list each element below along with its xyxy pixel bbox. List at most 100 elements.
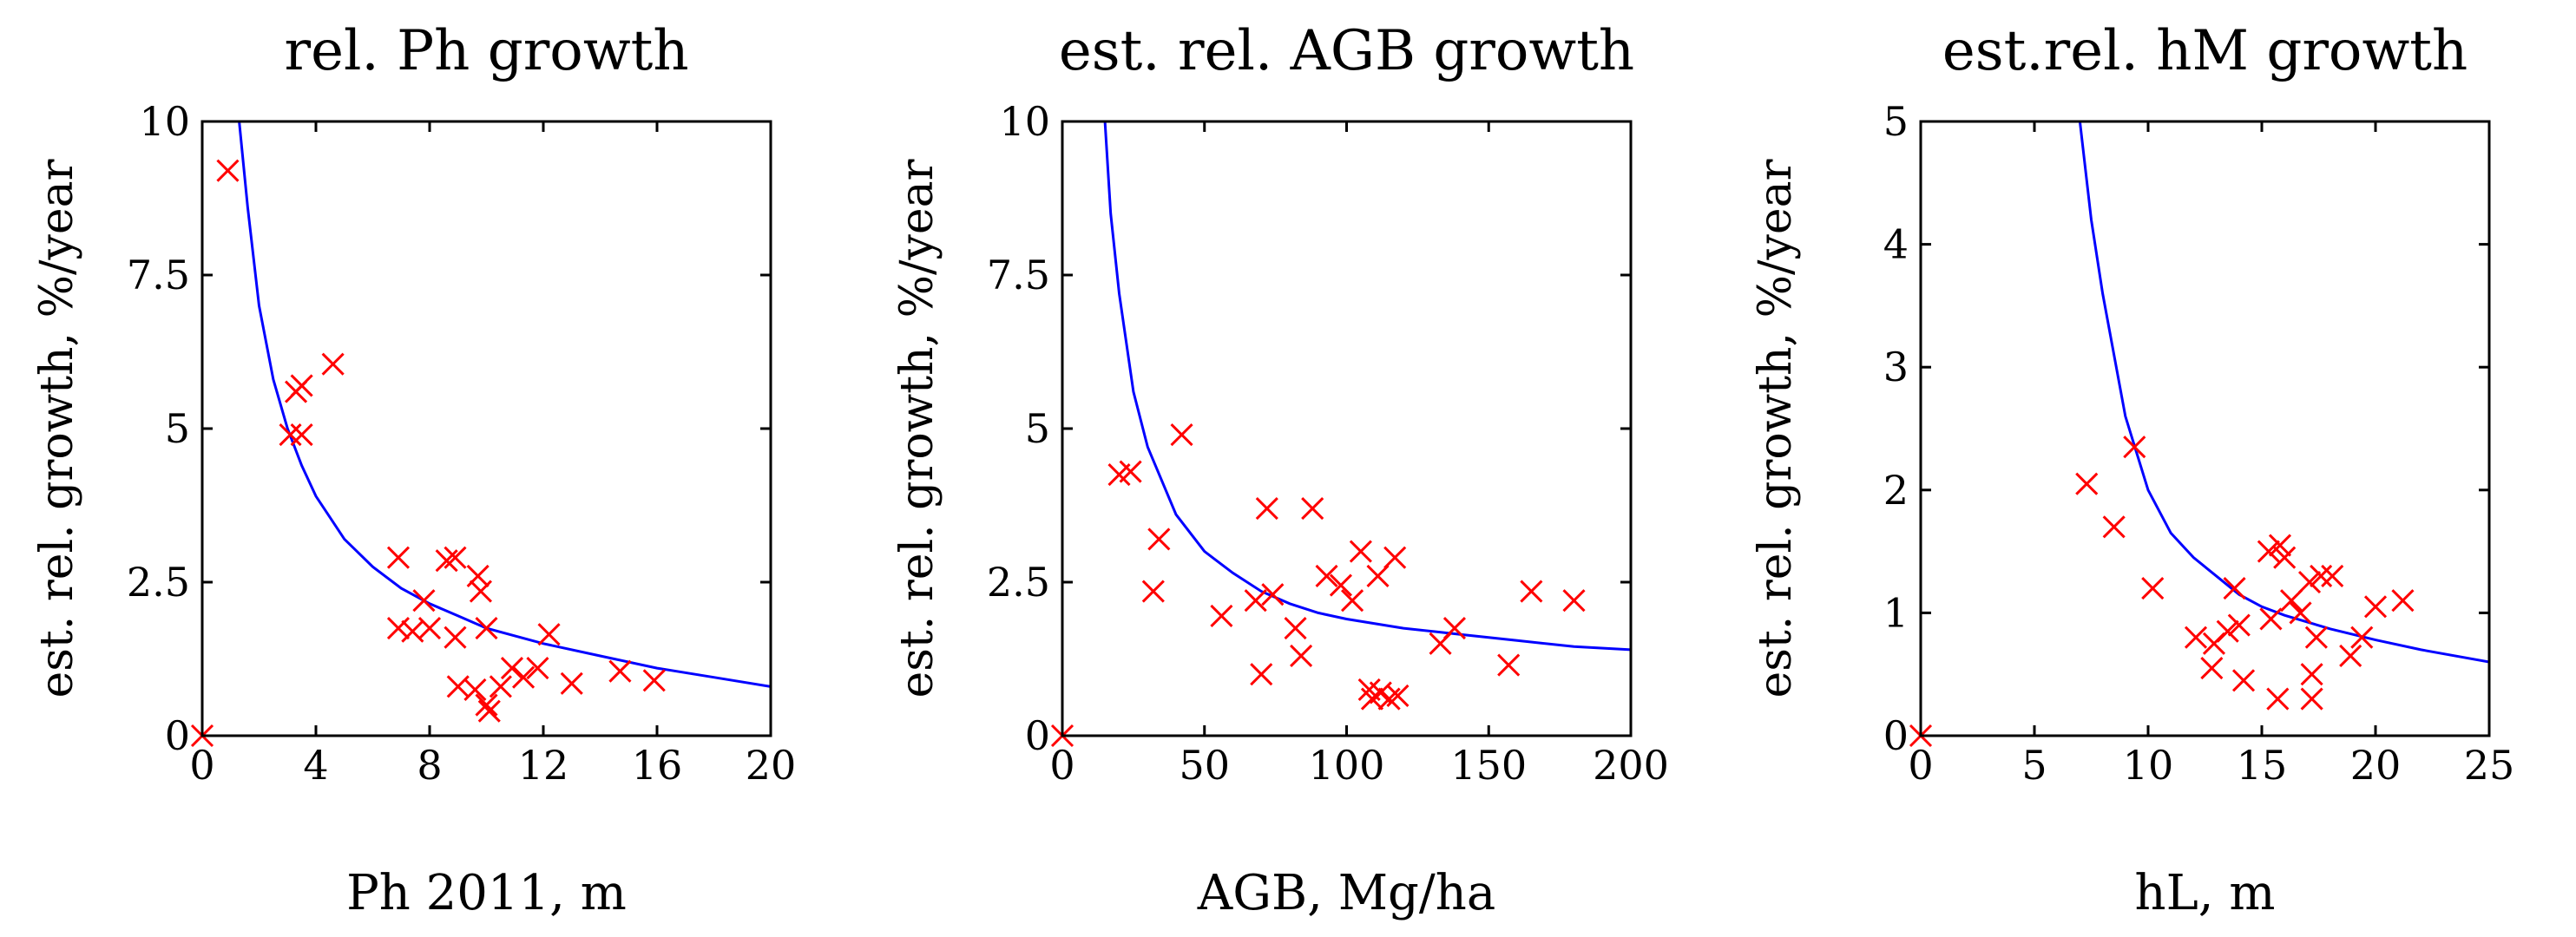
data-point-marker: [1141, 580, 1165, 603]
x-tick-label: 200: [1593, 742, 1669, 789]
data-point-marker: [526, 657, 549, 680]
data-point-marker: [2297, 570, 2322, 594]
y-axis-label: est. rel. growth, %/year: [31, 159, 83, 698]
y-tick-label: 2: [1883, 467, 1909, 514]
chart-agb: est. rel. AGB growth AGB, Mg/ha est. rel. …: [891, 19, 1669, 921]
data-point-marker: [642, 669, 666, 692]
data-point-marker: [2075, 472, 2099, 495]
data-point-marker: [2200, 657, 2224, 680]
data-point-marker: [2300, 687, 2323, 711]
x-axis-label: AGB, Mg/ha: [1197, 865, 1495, 921]
x-tick-label: 0: [1908, 742, 1933, 789]
data-point-marker: [2273, 546, 2297, 569]
plot-frame: [1061, 120, 1633, 737]
x-tick-label: 50: [1179, 742, 1230, 789]
data-point-marker: [1520, 580, 1543, 603]
data-point-marker: [444, 546, 467, 569]
data-point-marker: [475, 617, 498, 640]
plot-frame: [200, 120, 772, 737]
fit-curve: [1103, 121, 1631, 652]
data-point-marker: [466, 564, 490, 587]
data-point-marker: [386, 617, 411, 640]
data-point-marker: [290, 374, 313, 397]
x-tick-label: 15: [2237, 742, 2288, 789]
x-axis-label: Ph 2011, m: [346, 865, 627, 921]
chart-title: est.rel. hM growth: [1942, 19, 2468, 83]
data-point-marker: [2304, 626, 2328, 649]
data-point-marker: [2289, 601, 2312, 625]
y-tick-label: 5: [1025, 405, 1050, 452]
data-point-marker: [321, 352, 345, 376]
y-tick-label: 2.5: [127, 559, 190, 606]
data-point-marker: [2227, 613, 2251, 637]
data-point-marker: [435, 549, 458, 573]
data-point-marker: [469, 580, 493, 603]
data-point-marker: [386, 546, 411, 569]
x-tick-label: 5: [2021, 742, 2047, 789]
x-axis-label: hL, m: [2135, 865, 2276, 921]
x-tick-label: 100: [1309, 742, 1385, 789]
data-point-marker: [1290, 644, 1313, 668]
x-tick-label: 8: [417, 742, 442, 789]
x-tick-label: 12: [518, 742, 569, 789]
y-tick-label: 5: [165, 405, 190, 452]
chart-hm: est.rel. hM growth hL, m est. rel. growth,…: [1750, 19, 2515, 921]
data-point-marker: [1147, 527, 1171, 551]
x-tick-label: 150: [1450, 742, 1527, 789]
data-point-marker: [444, 626, 467, 649]
data-point-marker: [1301, 496, 1324, 521]
y-tick-label: 10: [139, 98, 190, 145]
x-tick-label: 0: [189, 742, 214, 789]
y-tick-label: 5: [1883, 98, 1909, 145]
plot-frame: [1919, 120, 2491, 737]
y-tick-label: 3: [1883, 344, 1909, 390]
data-point-marker: [1210, 604, 1233, 628]
data-point-marker: [1349, 540, 1372, 563]
x-tick-label: 20: [746, 742, 797, 789]
data-point-marker: [1284, 617, 1307, 640]
data-point-marker: [1442, 617, 1467, 640]
data-point-marker: [1250, 663, 1273, 686]
chart-panel-agb: est. rel. AGB growth AGB, Mg/ha est. rel. …: [858, 0, 1718, 937]
data-point-marker: [2216, 619, 2239, 643]
x-tick-label: 20: [2350, 742, 2402, 789]
data-point-marker: [2184, 626, 2208, 649]
chart-title: est. rel. AGB growth: [1059, 19, 1634, 83]
fit-curve: [2078, 121, 2489, 664]
y-tick-label: 4: [1883, 221, 1909, 268]
data-point-marker: [475, 693, 498, 717]
data-point-marker: [463, 678, 487, 701]
data-point-marker: [1497, 653, 1521, 677]
data-point-marker: [560, 672, 583, 695]
data-point-marker: [2363, 595, 2388, 619]
data-point-marker: [2268, 534, 2292, 557]
x-tick-label: 25: [2464, 742, 2515, 789]
data-point-marker: [1340, 589, 1364, 613]
data-point-marker: [2339, 644, 2362, 668]
data-point-marker: [2123, 436, 2146, 459]
y-tick-label: 0: [1025, 712, 1050, 759]
x-tick-label: 10: [2123, 742, 2174, 789]
data-point-marker: [1255, 496, 1278, 521]
data-point-marker: [2141, 577, 2165, 600]
y-axis-label: est. rel. growth, %/year: [891, 159, 943, 698]
data-point-marker: [1562, 589, 1586, 613]
data-point-marker: [2350, 626, 2374, 649]
data-point-marker: [2223, 577, 2246, 600]
y-axis-label: est. rel. growth, %/year: [1750, 159, 1802, 698]
x-tick-label: 0: [1049, 742, 1074, 789]
data-point-marker: [2279, 589, 2303, 613]
data-point-marker: [537, 623, 561, 646]
data-point-marker: [608, 659, 632, 683]
y-tick-label: 1: [1883, 589, 1909, 636]
chart-panel-hm: est.rel. hM growth hL, m est. rel. growth,…: [1718, 0, 2576, 937]
y-tick-label: 7.5: [987, 252, 1050, 298]
chart-panel-ph: rel. Ph growth Ph 2011, m est. rel. growth…: [0, 0, 858, 937]
y-tick-label: 0: [165, 712, 190, 759]
data-point-marker: [412, 589, 436, 613]
data-point-marker: [489, 675, 512, 698]
data-point-marker: [1261, 583, 1285, 606]
data-point-marker: [1170, 423, 1193, 447]
data-point-marker: [1366, 564, 1390, 587]
fit-curve: [238, 121, 771, 688]
